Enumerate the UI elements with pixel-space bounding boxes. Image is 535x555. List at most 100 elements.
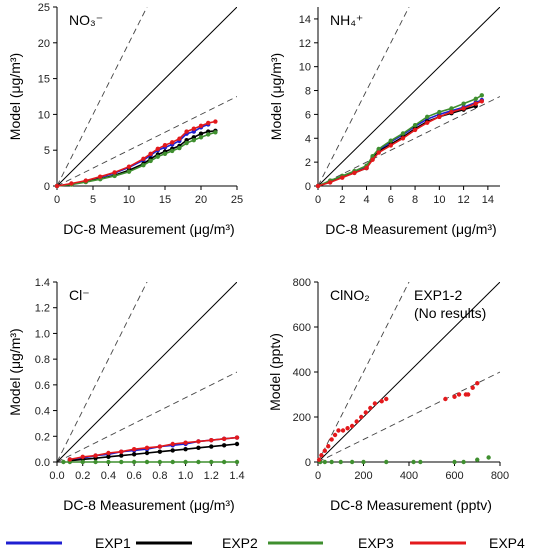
data-point [425, 114, 430, 119]
x-tick-label: 0.2 [75, 470, 90, 482]
legend-item-exp4: EXP4 [410, 535, 525, 551]
y-tick-label: 0 [44, 181, 50, 193]
data-point [209, 444, 214, 449]
data-point [322, 459, 328, 465]
x-tick-label: 12 [457, 194, 469, 206]
data-point [354, 419, 359, 424]
data-point [336, 428, 341, 433]
data-point [67, 457, 73, 462]
panel-label: NO₃⁻ [69, 12, 103, 28]
one-to-one-line [318, 282, 500, 462]
y-tick-label: 14 [299, 14, 311, 26]
data-point [162, 142, 168, 148]
series-exp4 [315, 99, 484, 189]
y-tick-label: 10 [38, 109, 50, 121]
data-point [437, 114, 442, 119]
data-point [443, 396, 448, 402]
data-point [475, 457, 480, 462]
y-tick-label: 8 [305, 86, 311, 98]
data-point [372, 401, 378, 406]
data-point [361, 459, 366, 465]
data-point [319, 453, 324, 458]
data-point [449, 106, 454, 111]
data-point [61, 459, 66, 465]
data-point [473, 96, 478, 102]
data-point [384, 459, 389, 465]
data-point [326, 444, 331, 449]
data-point [155, 154, 160, 159]
data-point [93, 459, 98, 465]
series-exp2 [54, 128, 218, 189]
series-exp3 [61, 459, 240, 465]
data-point [54, 183, 60, 189]
data-point [376, 146, 381, 152]
data-point [234, 441, 240, 447]
data-point [486, 455, 491, 460]
data-point [322, 448, 328, 453]
x-tick-label: 200 [354, 470, 372, 482]
data-point [183, 446, 188, 452]
x-tick-label: 0 [315, 470, 321, 482]
data-point [112, 173, 117, 179]
data-point [196, 439, 201, 444]
y-tick-label: 10 [299, 62, 311, 74]
x-tick-label: 0.6 [126, 470, 141, 482]
data-point [384, 396, 389, 402]
y-tick-label: 0 [305, 457, 311, 469]
data-point [340, 428, 346, 433]
data-point [449, 109, 454, 115]
data-point [411, 459, 416, 465]
data-point [119, 459, 124, 465]
data-point [144, 459, 150, 465]
x-axis-label: DC-8 Measurement (μg/m³) [325, 221, 496, 237]
data-point [119, 453, 124, 458]
data-point [106, 450, 111, 456]
data-point [316, 457, 322, 462]
data-point [370, 157, 375, 162]
data-point [234, 459, 240, 465]
data-point [144, 445, 150, 451]
legend-item-exp2: EXP2 [136, 535, 258, 551]
data-point [191, 126, 196, 131]
data-point [213, 119, 218, 124]
y-axis-label: Model (μg/m³) [7, 53, 23, 140]
data-point [131, 452, 137, 457]
data-point [221, 459, 227, 465]
legend-label-exp4: EXP4 [489, 535, 525, 551]
x-tick-label: 5 [90, 194, 96, 206]
data-point [327, 180, 333, 185]
chart-panel-1: 0 5 10 15 20 25 0 5 10 15 20 25 DC-8 Measurement (μg… [7, 2, 243, 237]
x-tick-label: 0 [54, 194, 60, 206]
data-point [352, 170, 357, 176]
one-to-one-line [57, 282, 237, 462]
y-tick-label: 5 [44, 145, 50, 157]
data-point [170, 148, 175, 154]
panel-label: NH₄⁺ [330, 12, 363, 28]
x-tick-label: 1.0 [178, 470, 193, 482]
chart-panel-3: 0.0 0.2 0.4 0.6 0.8 1.0 1.2 1.4 0.0 0.2 0.4 0.6 0.8 1… [7, 277, 245, 513]
data-point [452, 394, 457, 399]
x-tick-label: 10 [123, 194, 135, 206]
data-point [196, 459, 201, 465]
data-point [144, 450, 150, 456]
data-point [379, 399, 384, 404]
data-point [131, 459, 137, 465]
x-tick-label: 0.8 [152, 470, 167, 482]
data-point [183, 459, 188, 465]
data-point [209, 459, 214, 465]
y-tick-label: 1.4 [35, 277, 50, 289]
y-tick-label: 0.8 [35, 354, 50, 366]
x-axis-label: DC-8 Measurement (μg/m³) [63, 221, 234, 237]
data-point [425, 120, 430, 125]
y-tick-label: 0.6 [35, 380, 50, 392]
data-point [106, 454, 111, 460]
x-axis-label: DC-8 Measurement (pptv) [330, 497, 492, 513]
x-tick-label: 1.4 [229, 470, 244, 482]
data-point [329, 459, 334, 465]
data-point [141, 163, 146, 168]
x-tick-label: 20 [195, 194, 207, 206]
data-point [461, 101, 466, 106]
data-point [183, 440, 188, 445]
data-point [112, 170, 117, 175]
